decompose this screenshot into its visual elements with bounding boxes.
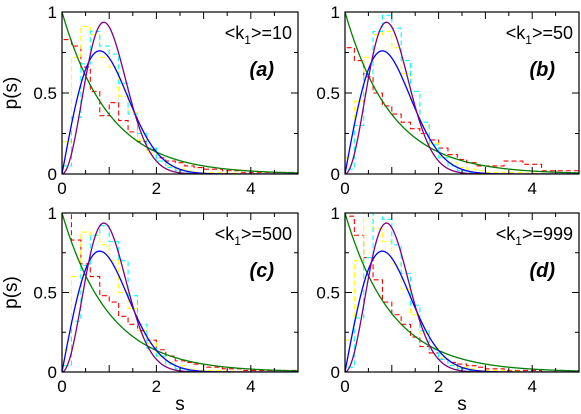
histogram-series bbox=[62, 26, 298, 174]
x-tick-label: 4 bbox=[246, 179, 255, 198]
curve-poisson bbox=[345, 12, 579, 174]
y-tick-label: 0.5 bbox=[33, 284, 57, 303]
histogram-series bbox=[62, 231, 298, 372]
panel-label: (c) bbox=[250, 260, 275, 282]
mean-degree-annotation: <k1>=10 bbox=[225, 23, 292, 47]
x-axis-title: s bbox=[457, 394, 467, 414]
y-tick-label: 1 bbox=[331, 204, 340, 223]
y-tick-label: 1 bbox=[48, 3, 57, 22]
panel-label: (a) bbox=[250, 59, 275, 81]
curve-goe bbox=[62, 50, 298, 174]
panel-label: (d) bbox=[529, 260, 555, 282]
y-tick-label: 0 bbox=[331, 165, 340, 184]
mean-degree-annotation: <k1>=999 bbox=[496, 224, 573, 248]
annotation-prefix: <k bbox=[506, 23, 527, 43]
chart-panel: 0 2 400.51p(s)<k1>=10(a) bbox=[1, 3, 299, 198]
annotation-subscript: 1 bbox=[525, 33, 532, 47]
chart-panel: 0 2 400.51s<k1>=999(d) bbox=[316, 204, 580, 414]
curve-poisson bbox=[345, 213, 579, 372]
mean-degree-annotation: <k1>=500 bbox=[215, 224, 292, 248]
annotation-suffix: >=999 bbox=[522, 224, 573, 244]
x-tick-label: 2 bbox=[434, 377, 443, 396]
panel-label: (b) bbox=[529, 59, 555, 81]
curve-goe bbox=[345, 250, 579, 372]
y-tick-label: 0.5 bbox=[33, 84, 57, 103]
mean-degree-annotation: <k1>=50 bbox=[506, 23, 573, 47]
y-tick-label: 1 bbox=[48, 204, 57, 223]
x-tick-label: 2 bbox=[152, 179, 161, 198]
histogram-series bbox=[345, 30, 579, 174]
curve-goe bbox=[62, 250, 298, 372]
x-tick-label: 4 bbox=[527, 377, 536, 396]
y-tick-label: 0 bbox=[48, 363, 57, 382]
x-tick-label: 2 bbox=[434, 179, 443, 198]
x-tick-label: 0 bbox=[57, 179, 66, 198]
annotation-subscript: 1 bbox=[234, 234, 241, 248]
x-tick-label: 0 bbox=[57, 377, 66, 396]
histogram-series bbox=[62, 30, 298, 174]
curve-goe bbox=[345, 50, 579, 174]
y-tick-label: 0.5 bbox=[316, 284, 340, 303]
y-axis-title: p(s) bbox=[1, 77, 22, 110]
plot-area bbox=[345, 12, 579, 174]
histogram-series bbox=[62, 225, 298, 372]
annotation-prefix: <k bbox=[225, 23, 246, 43]
y-tick-label: 1 bbox=[331, 3, 340, 22]
annotation-subscript: 1 bbox=[515, 234, 522, 248]
x-tick-label: 4 bbox=[246, 377, 255, 396]
annotation-suffix: >=500 bbox=[241, 224, 292, 244]
y-tick-label: 0 bbox=[48, 165, 57, 184]
curve-poisson bbox=[62, 12, 298, 174]
histogram-series bbox=[62, 38, 298, 174]
annotation-suffix: >=50 bbox=[532, 23, 573, 43]
x-tick-label: 0 bbox=[340, 377, 349, 396]
y-tick-label: 0.5 bbox=[316, 84, 340, 103]
x-axis-title: s bbox=[175, 394, 185, 414]
annotation-prefix: <k bbox=[496, 224, 517, 244]
y-axis-title: p(s) bbox=[1, 276, 22, 309]
annotation-subscript: 1 bbox=[244, 33, 251, 47]
chart-panel: 0 2 400.51<k1>=50(b) bbox=[316, 3, 580, 198]
y-tick-label: 0 bbox=[331, 363, 340, 382]
x-tick-label: 0 bbox=[340, 179, 349, 198]
x-tick-label: 4 bbox=[527, 179, 536, 198]
annotation-suffix: >=10 bbox=[251, 23, 292, 43]
chart-panel: 0 2 400.51p(s)s<k1>=500(c) bbox=[1, 204, 299, 414]
annotation-prefix: <k bbox=[215, 224, 236, 244]
curve-poisson bbox=[62, 213, 298, 372]
x-tick-label: 2 bbox=[152, 377, 161, 396]
